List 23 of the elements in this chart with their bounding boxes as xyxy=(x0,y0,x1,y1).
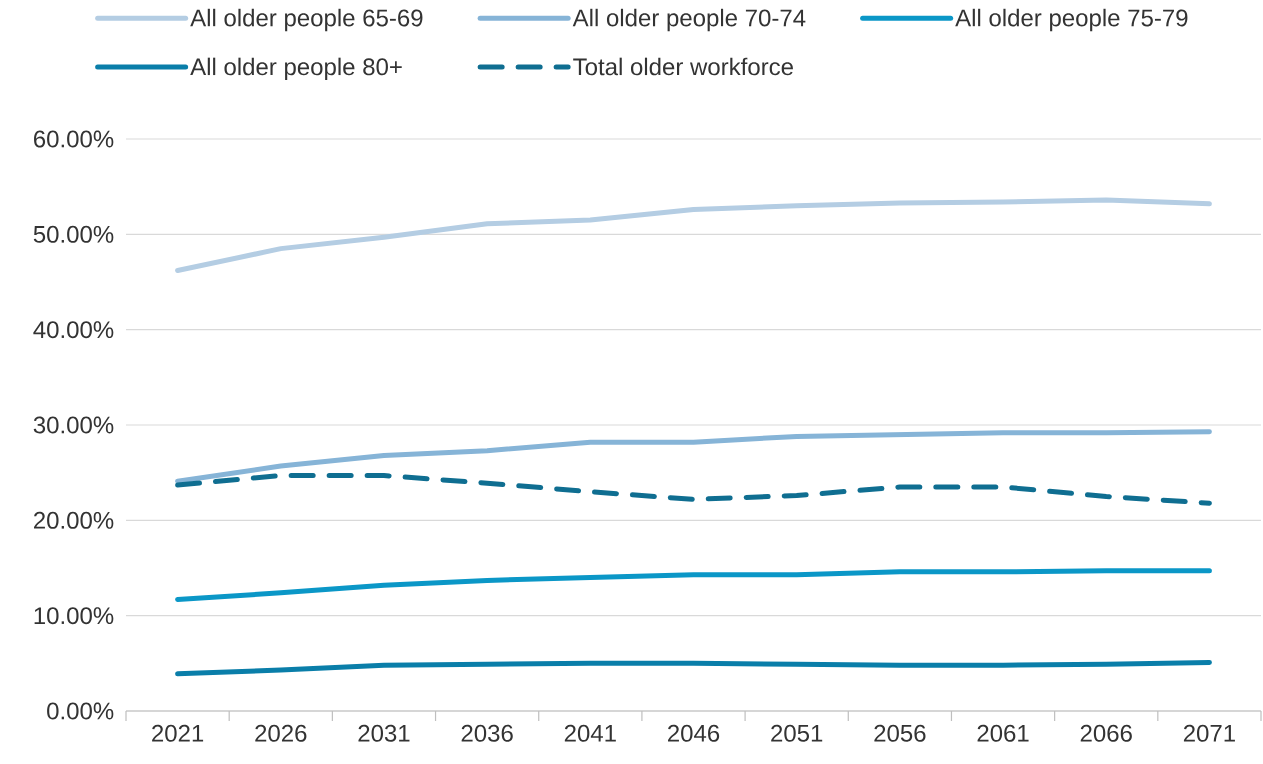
legend-label: Total older workforce xyxy=(573,57,793,76)
x-tick-label: 2021 xyxy=(152,724,204,742)
y-tick-label: 40.00% xyxy=(33,321,114,339)
legend-label: All older people 65-69 xyxy=(190,8,423,32)
legend-label: All older people 75-79 xyxy=(955,8,1188,32)
x-tick-label: 2046 xyxy=(668,724,720,742)
y-tick-label: 60.00% xyxy=(34,130,114,148)
y-tick-label: 10.00% xyxy=(34,607,114,625)
x-tick-label: 2071 xyxy=(1183,724,1235,742)
x-tick-label: 2061 xyxy=(977,724,1029,742)
y-tick-label: 0.00% xyxy=(47,702,114,720)
y-tick-label: 50.00% xyxy=(33,225,114,243)
x-tick-label: 2026 xyxy=(255,724,307,742)
x-tick-label: 2031 xyxy=(358,724,410,742)
x-tick-label: 2066 xyxy=(1080,724,1132,742)
x-tick-label: 2036 xyxy=(461,724,513,742)
legend-label: All older people 80+ xyxy=(190,57,402,81)
x-tick-label: 2041 xyxy=(564,724,616,742)
x-tick-label: 2051 xyxy=(771,724,823,742)
y-tick-label: 30.00% xyxy=(33,416,114,434)
legend-label: All older people 70-74 xyxy=(572,8,806,32)
y-tick-label: 20.00% xyxy=(34,511,114,529)
x-tick-label: 2056 xyxy=(874,724,926,742)
